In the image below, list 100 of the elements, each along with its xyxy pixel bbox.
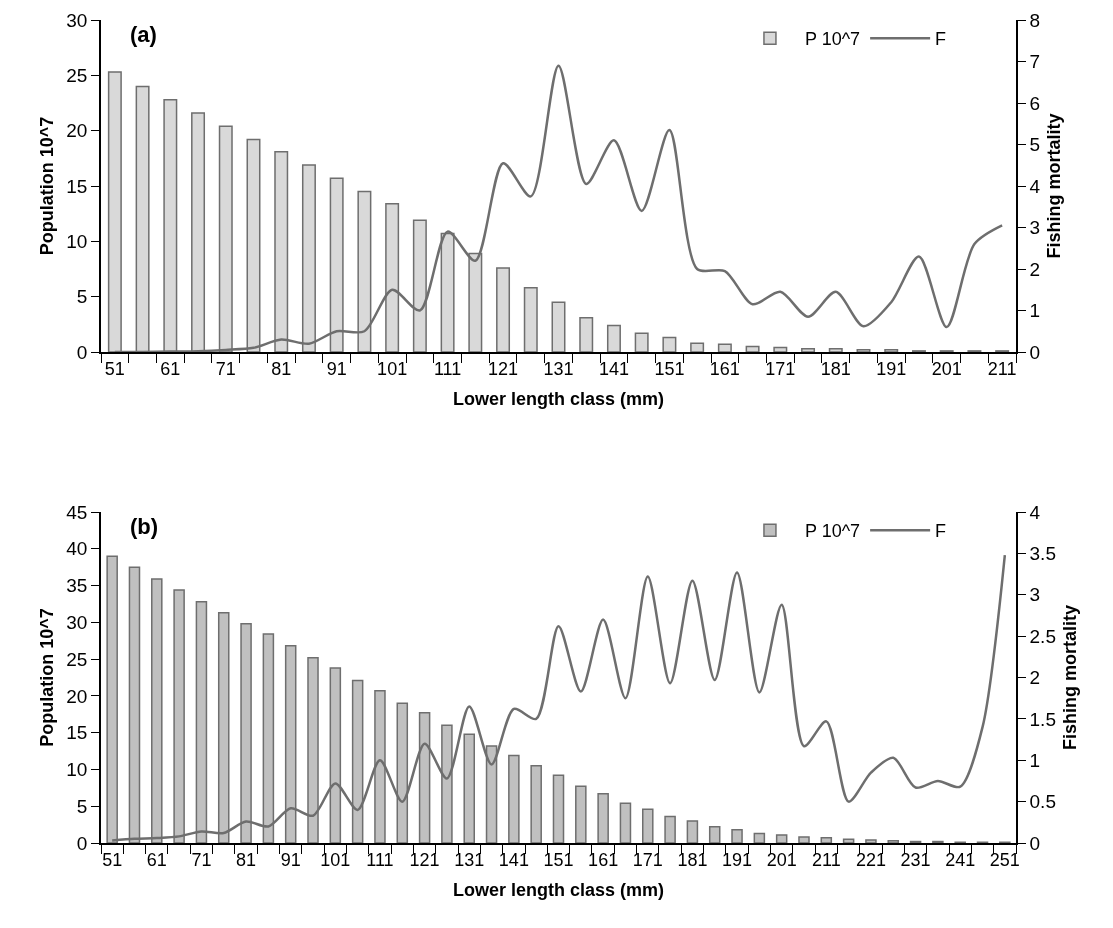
bar [884, 349, 899, 352]
bar [523, 287, 538, 352]
y-tick-label: 20 [66, 120, 88, 142]
bar [597, 792, 609, 843]
y2-tick-label: 3 [1029, 217, 1041, 239]
bar [508, 754, 520, 843]
y-tick-label: 10 [66, 759, 88, 781]
bar [619, 802, 632, 843]
x-tick-label: 61 [160, 359, 181, 380]
y-tick-label: 5 [76, 795, 88, 817]
y2-tick-label: 0 [1029, 341, 1041, 363]
x-tick-label: 151 [543, 850, 574, 871]
x-tick-label: 81 [236, 850, 257, 871]
y2-tick-label: 4 [1029, 501, 1041, 523]
y2-tick-label: 2.5 [1029, 625, 1056, 647]
x-tick-label: 131 [454, 850, 485, 871]
y2-tick-label: 8 [1029, 9, 1041, 31]
y-tick-label: 15 [66, 175, 88, 197]
x-tick-label: 161 [709, 359, 740, 380]
bar [664, 815, 676, 843]
bar [551, 301, 566, 352]
bar [828, 347, 843, 352]
x-tick-label: 111 [433, 359, 462, 380]
x-tick-label: 251 [989, 850, 1020, 871]
bar [801, 347, 816, 352]
x-tick-label: 201 [931, 359, 962, 380]
x-tick-label: 201 [766, 850, 797, 871]
y-tick-label: 40 [66, 538, 88, 560]
bar [662, 336, 677, 352]
y-tick-label: 20 [66, 685, 88, 707]
bar [775, 834, 788, 843]
x-tick-label: 141 [498, 850, 529, 871]
bar [690, 342, 705, 352]
y-tick-label: 25 [66, 64, 88, 86]
x-tick-label: 241 [945, 850, 976, 871]
legend-label: P 10^7 [804, 521, 861, 542]
x-tick-label: 111 [366, 850, 394, 871]
bar [745, 345, 760, 352]
bar [798, 836, 810, 843]
y-tick-label: 45 [66, 501, 88, 523]
y2-tick-label: 5 [1029, 134, 1041, 156]
bar [820, 837, 833, 843]
x-tick-label: 211 [811, 850, 841, 871]
x-tick-label: 211 [987, 359, 1017, 380]
y-tick-label: 0 [76, 341, 88, 363]
bar [717, 343, 732, 352]
bar [634, 332, 649, 352]
x-axis-title: Lower length class (mm) [452, 388, 665, 409]
y-axis-title: Population 10^7 [37, 608, 58, 747]
line-series [110, 553, 1007, 842]
bar [552, 774, 565, 843]
x-tick-label: 121 [409, 850, 440, 871]
y2-tick-label: 0.5 [1029, 791, 1056, 813]
bar [686, 820, 699, 843]
bar [579, 316, 594, 352]
x-tick-label: 141 [598, 359, 629, 380]
x-tick-label: 151 [654, 359, 685, 380]
x-tick-label: 71 [215, 359, 236, 380]
y-axis-title: Population 10^7 [37, 116, 58, 256]
bar [842, 838, 855, 843]
y2-tick-label: 1 [1029, 749, 1041, 771]
chart-title: (a) [130, 22, 157, 47]
y-tick-label: 25 [66, 648, 88, 670]
x-tick-label: 51 [104, 359, 125, 380]
bar [575, 785, 587, 843]
y-tick-label: 0 [76, 832, 88, 854]
bar [606, 324, 621, 352]
x-tick-label: 161 [588, 850, 619, 871]
y2-tick-label: 3.5 [1029, 543, 1056, 565]
y2-tick-label: 7 [1029, 51, 1041, 73]
y2-tick-label: 3 [1029, 584, 1041, 606]
bar [887, 840, 900, 843]
x-tick-label: 221 [855, 850, 886, 871]
x-tick-label: 121 [488, 359, 519, 380]
legend-label: F [935, 521, 947, 542]
y2-tick-label: 6 [1029, 92, 1041, 114]
bar [642, 808, 654, 843]
y2-tick-label: 1 [1029, 300, 1041, 322]
bar [865, 839, 877, 843]
x-tick-label: 191 [722, 850, 753, 871]
x-tick-label: 61 [146, 850, 167, 871]
x-tick-label: 51 [102, 850, 123, 871]
y-tick-label: 30 [66, 611, 88, 633]
bar [856, 349, 871, 352]
y-tick-label: 35 [66, 575, 88, 597]
x-tick-label: 131 [543, 359, 574, 380]
x-tick-label: 181 [677, 850, 708, 871]
y-tick-label: 15 [66, 722, 88, 744]
y2-tick-label: 0 [1029, 832, 1041, 854]
x-axis-title: Lower length class (mm) [452, 879, 665, 900]
y-tick-label: 5 [76, 286, 88, 308]
y-tick-label: 30 [66, 9, 88, 31]
y2-axis-title: Fishing mortality [1059, 604, 1080, 751]
x-tick-label: 181 [820, 359, 851, 380]
x-tick-label: 171 [765, 359, 796, 380]
y2-tick-label: 2 [1029, 667, 1041, 689]
x-tick-label: 231 [900, 850, 931, 871]
x-tick-label: 81 [271, 359, 292, 380]
x-tick-label: 101 [320, 850, 351, 871]
y2-tick-label: 2 [1029, 258, 1041, 280]
